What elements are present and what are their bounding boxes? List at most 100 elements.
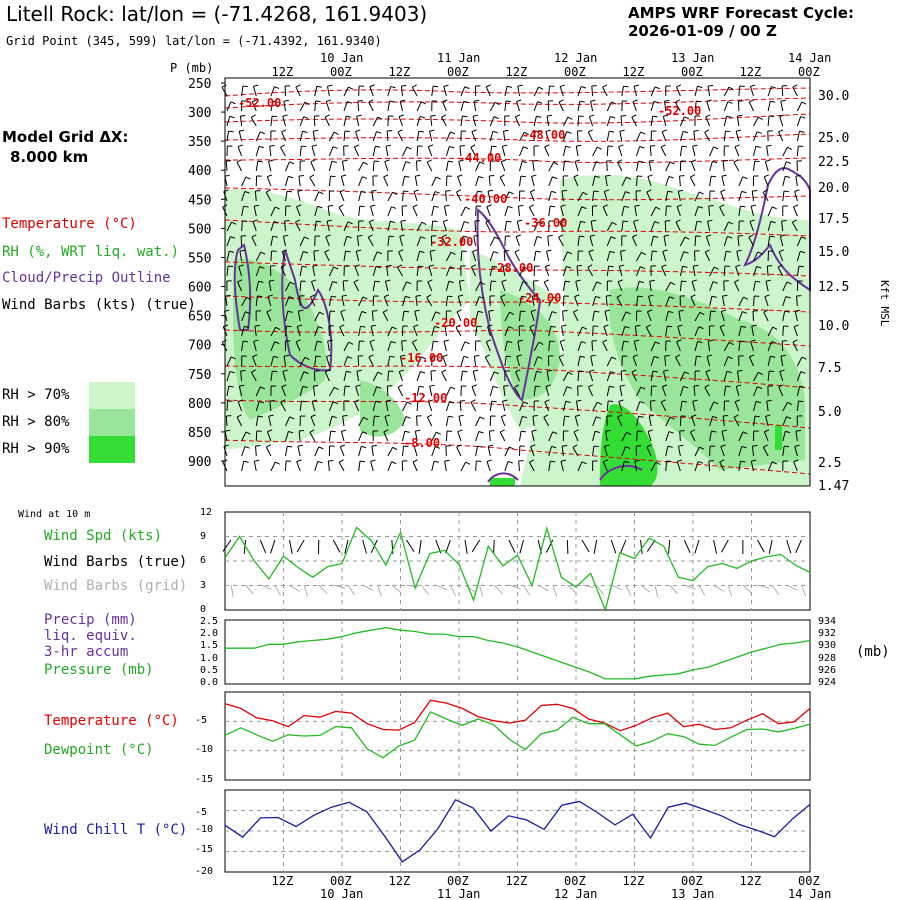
wind-barb [416,131,420,142]
precip-ytick: 2.5 [200,616,218,627]
wind-barb-flag [282,249,288,253]
wind-barb [782,446,785,457]
wind-barb-flag [318,191,324,195]
wind-barb [575,146,579,157]
wind-barb [488,311,491,322]
wind-barb [533,265,536,277]
wind-barb [577,115,580,127]
wind-speed-label: Wind Spd (kts) [44,528,163,544]
wind-barbs-true-label: Wind Barbs (true) [44,554,188,570]
wind-barb [241,431,247,442]
wind-barb-flag [663,234,670,237]
wind-barb-flag [273,100,279,103]
wind-barb [592,191,595,202]
wind-barb [575,401,579,412]
wind-barb [617,161,623,172]
wind-barb-flag [764,174,770,178]
wind-barb-flag [711,175,717,178]
wind-barb-flag [221,339,227,343]
temperature-contour [224,87,811,97]
wind-barb-flag [667,445,673,448]
wind-barb-flag [346,235,352,239]
top-date-label: 10 Jan [320,51,363,65]
wind-barb [225,415,228,427]
wind-ytick: 6 [200,555,206,566]
wind-barb-flag [362,176,368,179]
wind-barb-flag [516,354,522,357]
wind-barb [299,386,304,397]
wind-barb [372,131,377,142]
temperature-line [224,699,811,732]
wind-barb-flag [227,265,234,268]
wind-barb-flag [736,249,742,252]
wind-barb [487,326,491,337]
wind-barb-flag [298,174,304,177]
wind-barb [650,385,653,397]
wind-barb [533,251,537,262]
wind-barb [606,386,610,397]
wind-barb [299,295,301,307]
wind-barb [225,296,228,307]
wind-barb-flag [690,174,695,178]
wind-barb-flag [269,144,275,147]
wind-barb-flag [626,431,632,435]
wind-barb [431,220,434,232]
wind-barb-flag [573,309,579,313]
wind-barb [705,371,711,382]
wind-barb-grid [742,584,752,594]
wind-barb-flag [719,459,725,463]
top-hour-label: 00Z [564,65,586,79]
wind-barb [694,101,697,112]
wind-barb [576,130,579,142]
wind-barb-flag [501,414,507,418]
wind-barb-flag [328,460,334,462]
windchill-ytick: -15 [195,844,213,855]
wind-barb-flag [376,131,382,134]
wind-barb-flag [535,385,541,388]
wind-barb [237,401,243,412]
wind-barb [767,101,771,112]
wind-barb [602,461,608,472]
wind-barb [707,341,711,352]
wind-barb [709,146,714,157]
bottom-hour-label: 12Z [740,874,762,888]
temperature-label: Temperature (°C) [44,713,179,729]
wind-barb-flag [258,280,264,283]
wind-barb [794,446,798,457]
wind-barb [605,431,608,442]
wind-barb-grid [508,584,521,590]
wind-barb [650,356,655,367]
wind-barb [767,221,772,232]
wind-barb-flag [500,294,506,298]
wind-barb [485,221,491,232]
wind-barb [558,356,564,367]
wind-barb-flag [312,264,318,267]
wind-barb [531,296,535,307]
wind-barb-flag [254,459,260,462]
wind-barb-flag [677,324,683,327]
temperature-contour-label: -36.00 [524,216,567,230]
wind-barb [457,431,462,442]
wind-barb-flag [576,144,582,147]
wind-barb-flag [444,459,450,462]
wind-barb-flag [669,296,675,300]
wind-barb [530,311,535,322]
wind-barb [299,146,302,157]
wind-barb [502,131,506,142]
wind-barb [519,266,525,277]
wind-barb [342,416,345,427]
wind-barb [226,400,229,412]
wind-barb [649,281,652,292]
wind-barb-flag [655,461,661,465]
wind-barb-flag [546,249,552,252]
wind-barb [634,326,637,337]
wind-barb-flag [507,85,513,88]
wind-barb [529,326,535,337]
wind-barb-flag [593,445,599,448]
wind-barb-flag [405,161,411,164]
wind-barb-flag [799,385,805,388]
wind-barb-flag [550,460,556,463]
wind-barb-true [471,539,481,553]
wind-barb [544,401,550,412]
wind-barb [504,461,509,472]
